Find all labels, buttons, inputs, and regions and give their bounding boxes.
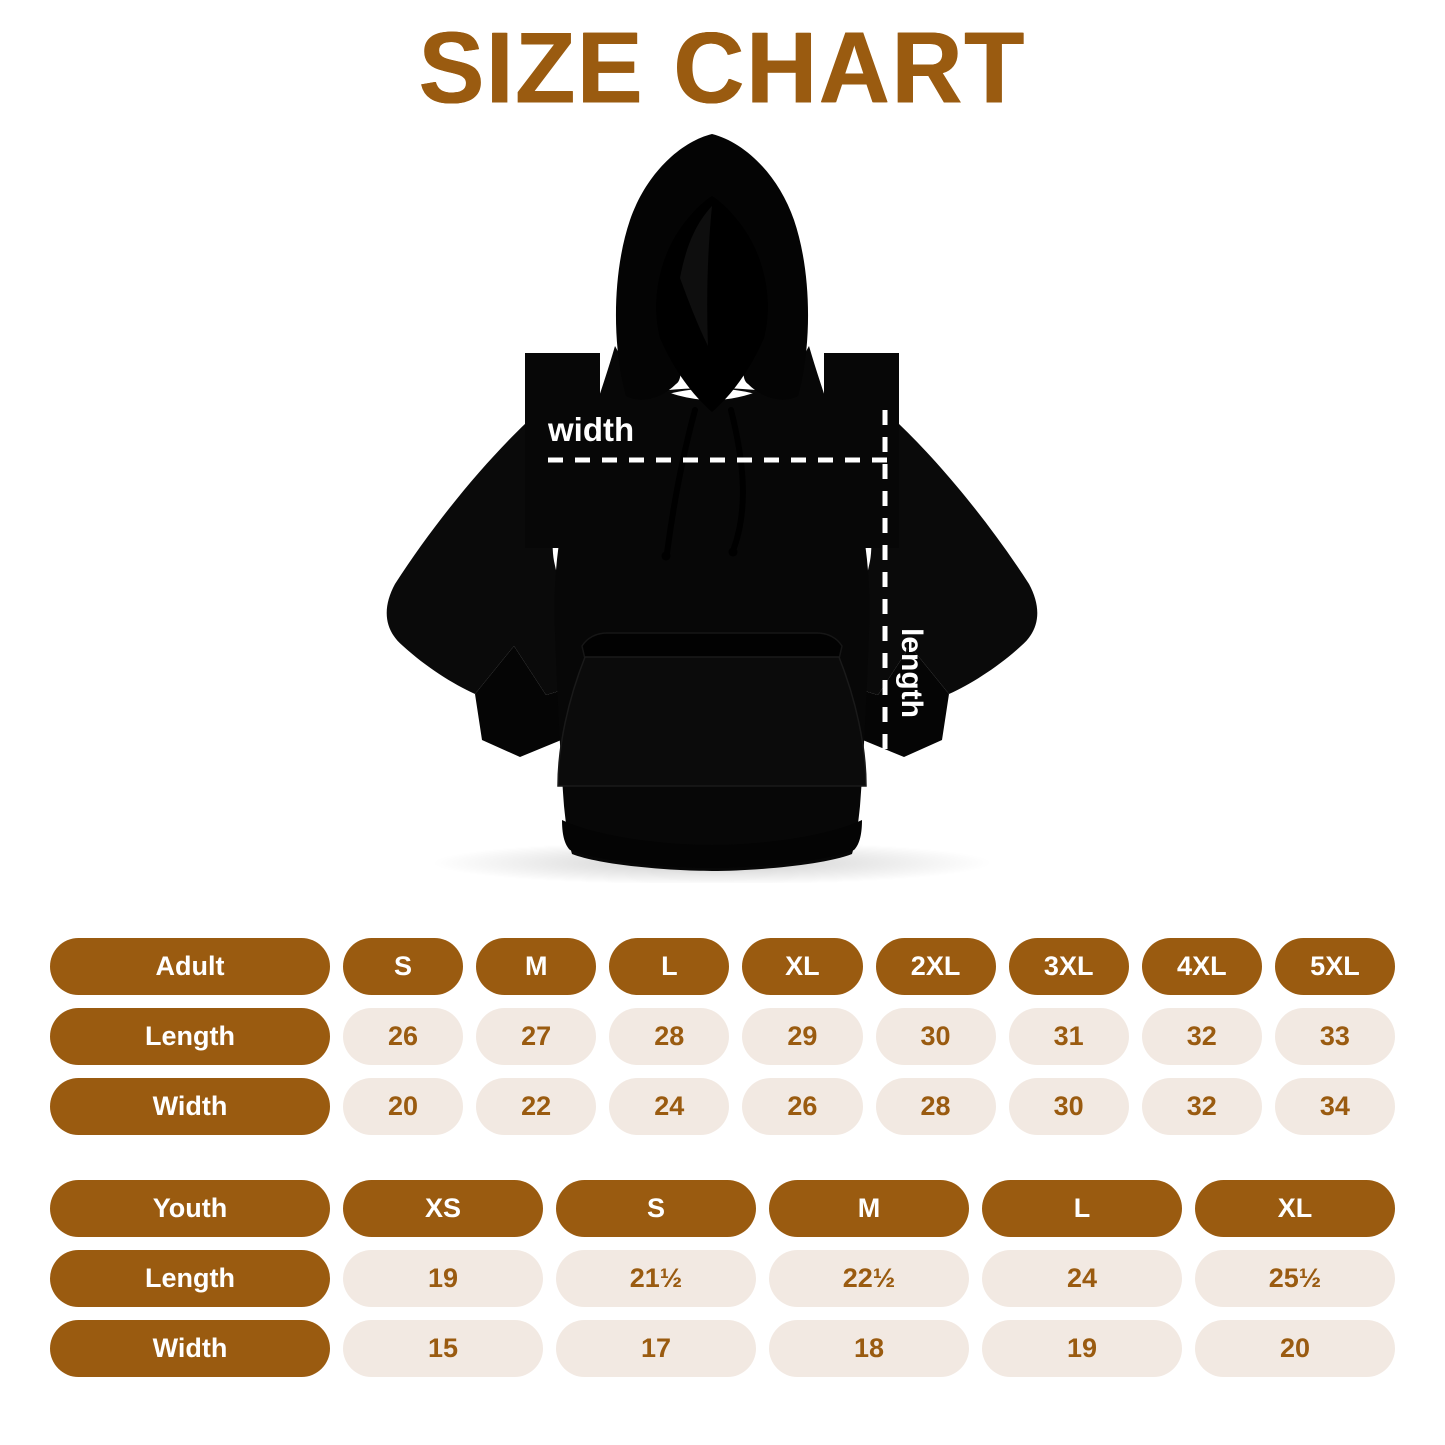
svg-text:length: length	[895, 628, 928, 718]
svg-text:width: width	[547, 411, 634, 448]
